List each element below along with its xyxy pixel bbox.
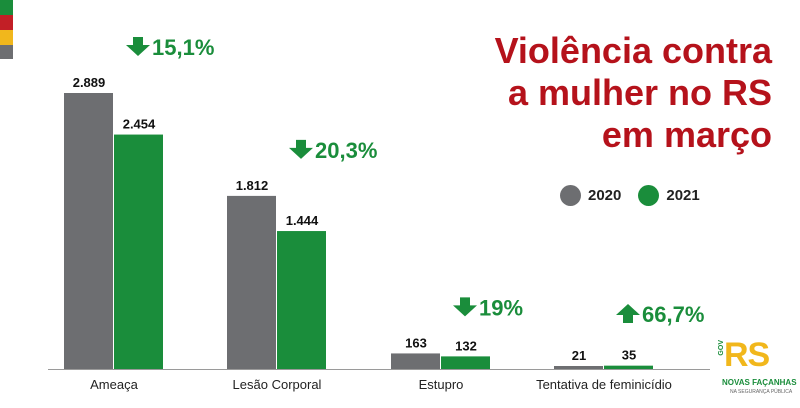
chart-title: Violência contra a mulher no RS em março <box>452 30 772 156</box>
arrow-down-icon <box>289 139 313 159</box>
bar-2021-3 <box>604 365 653 369</box>
bar-2020-1 <box>227 195 276 369</box>
x-tick-label-3: Tentativa de feminicídio <box>536 377 672 392</box>
legend-item-2020: 2020 <box>560 184 622 206</box>
logo-tagline: NOVAS FAÇANHAS <box>722 378 797 387</box>
title-line-3: em março <box>601 114 772 155</box>
data-label-2021-0: 2.454 <box>123 117 156 132</box>
flag-stripe-yellow <box>0 30 13 45</box>
change-label-1: 20,3% <box>315 138 377 163</box>
legend-swatch-2020 <box>560 184 581 206</box>
legend-swatch-2021 <box>638 184 660 206</box>
arrow-down-icon <box>126 37 150 56</box>
legend-label-2021: 2021 <box>666 186 700 204</box>
rs-gov-logo: GOV RS NOVAS FAÇANHAS NA SEGURANÇA PÚBLI… <box>718 334 797 404</box>
x-tick-label-0: Ameaça <box>90 377 138 392</box>
bar-2021-2 <box>441 356 490 369</box>
title-line-1: Violência contra <box>494 30 772 71</box>
legend-label-2020: 2020 <box>588 186 622 204</box>
x-tick-label-2: Estupro <box>419 377 464 392</box>
change-label-3: 66,7% <box>642 302 704 327</box>
change-label-0: 15,1% <box>152 35 214 60</box>
change-label-2: 19% <box>479 295 523 320</box>
data-label-2020-3: 21 <box>572 348 586 363</box>
data-label-2020-2: 163 <box>405 335 427 350</box>
logo-subtitle: NA SEGURANÇA PÚBLICA <box>730 389 793 395</box>
bar-2020-3 <box>554 366 603 369</box>
flag-stripe-gray <box>0 45 13 59</box>
bar-2021-1 <box>277 231 326 369</box>
logo-rs-text: RS <box>724 336 770 374</box>
legend-item-2021: 2021 <box>638 184 700 206</box>
data-label-2021-1: 1.444 <box>286 213 319 228</box>
data-label-2021-2: 132 <box>455 338 477 353</box>
arrow-up-icon <box>616 304 640 323</box>
data-label-2020-0: 2.889 <box>73 75 106 90</box>
bar-2021-0 <box>114 134 163 369</box>
chart-legend: 2020 2021 <box>560 182 717 208</box>
data-label-2021-3: 35 <box>622 348 636 363</box>
data-label-2020-1: 1.812 <box>236 178 269 193</box>
arrow-down-icon <box>453 297 477 317</box>
bar-2020-2 <box>391 353 440 369</box>
title-line-2: a mulher no RS <box>507 72 772 113</box>
flag-stripe-green <box>0 0 13 15</box>
bar-2020-0 <box>64 93 113 369</box>
flag-stripe-red <box>0 15 13 30</box>
x-tick-label-1: Lesão Corporal <box>233 377 322 392</box>
